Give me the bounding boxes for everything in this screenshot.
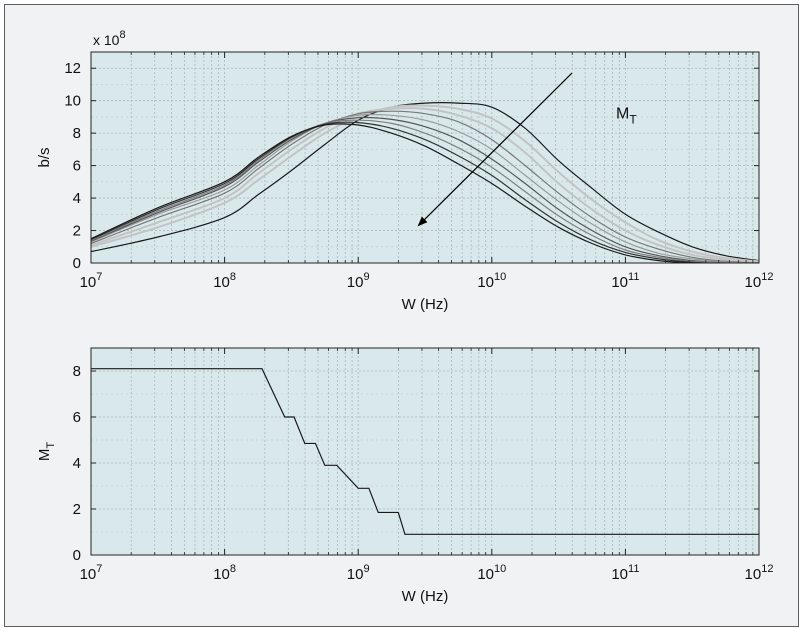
mt-annotation-label: MT [616, 106, 637, 127]
x-tick-label: 1012 [745, 563, 774, 583]
y-tick-label: 4 [73, 455, 81, 472]
mt-y-ticks: 0 2 4 6 8 [73, 363, 759, 564]
y-tick-label: 10 [64, 93, 81, 110]
bitrate-series-line-8 [91, 121, 759, 263]
y-tick-label: 6 [73, 158, 81, 175]
y-tick-label: 6 [73, 409, 81, 426]
mt-series-line [91, 368, 759, 535]
x-tick-label: 109 [347, 563, 370, 583]
bitrate-plot-border [90, 51, 760, 264]
x-tick-label: 108 [213, 563, 236, 583]
y-tick-label: 2 [73, 223, 81, 240]
y-tick-label: 0 [73, 255, 81, 272]
x-tick-label: 1010 [477, 563, 506, 583]
x-tick-label: 1011 [611, 271, 639, 291]
bitrate-x-axis-label: W (Hz) [402, 296, 449, 313]
x-tick-label: 1011 [611, 563, 639, 583]
mt-plot-border [90, 347, 760, 556]
bitrate-x-ticks: 107 108 109 1010 1011 1012 [80, 52, 774, 291]
y-tick-label: 0 [73, 547, 81, 564]
bitrate-series-line-3 [91, 107, 759, 263]
mt-direction-arrow [417, 72, 573, 227]
mt-x-ticks: 107 108 109 1010 1011 1012 [80, 348, 774, 583]
mt-series-group [91, 368, 759, 535]
bitrate-series-line-6 [91, 116, 759, 263]
bitrate-y-ticks: 0 2 4 6 8 10 12 [64, 60, 759, 272]
x-tick-label: 1010 [477, 271, 506, 291]
bitrate-plot-area [91, 52, 759, 263]
bitrate-series-line-9 [91, 123, 759, 263]
mt-x-axis-label: W (Hz) [402, 588, 449, 605]
y-multiplier-label: x 108 [93, 29, 126, 48]
bitrate-series-line-2 [91, 104, 759, 263]
bitrate-grid [91, 52, 759, 263]
y-tick-label: 8 [73, 363, 81, 380]
y-tick-label: 2 [73, 501, 81, 518]
mt-y-axis-label: MT [36, 442, 57, 462]
bitrate-series-line-4 [91, 110, 759, 263]
bitrate-series-line-7 [91, 119, 759, 263]
mt-plot-area [91, 348, 759, 555]
bitrate-series-group [91, 102, 759, 263]
bitrate-y-axis-label: b/s [36, 147, 53, 167]
x-tick-label: 108 [213, 271, 236, 291]
x-tick-label: 109 [347, 271, 370, 291]
x-tick-label: 107 [80, 563, 103, 583]
y-tick-label: 12 [64, 60, 81, 77]
mt-grid [91, 348, 759, 555]
y-tick-label: 4 [73, 190, 81, 207]
bitrate-series-line-5 [91, 113, 759, 263]
figure-frame: 0 2 4 6 8 10 12 107 108 109 1010 1011 1012 x 108 b/… [4, 4, 799, 627]
mt-chart: 0 2 4 6 8 107 108 109 1010 1011 1012 MT W (Hz) [36, 347, 774, 605]
x-tick-label: 1012 [745, 271, 774, 291]
y-tick-label: 8 [73, 125, 81, 142]
bitrate-series-line-1 [91, 102, 759, 262]
x-tick-label: 107 [80, 271, 103, 291]
